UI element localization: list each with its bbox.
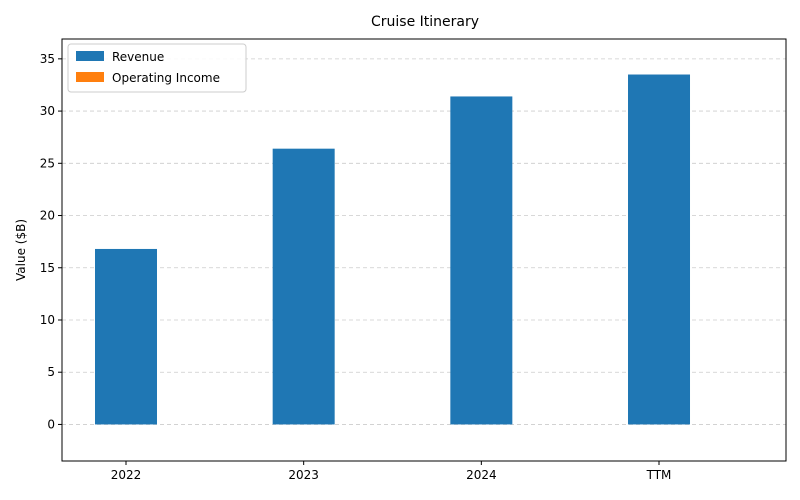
bar-revenue-2024 bbox=[450, 96, 513, 425]
y-tick-label-1: 5 bbox=[47, 365, 55, 379]
x-tick-label-3: TTM bbox=[646, 468, 672, 482]
bar-revenue-2023 bbox=[272, 148, 335, 425]
legend: Revenue Operating Income bbox=[67, 43, 247, 93]
plot-frame bbox=[61, 38, 787, 462]
legend-swatch-0 bbox=[76, 51, 104, 61]
y-tick-label-6: 30 bbox=[40, 104, 55, 118]
legend-label-1: Operating Income bbox=[112, 71, 220, 85]
y-axis-ticks: 0 5 10 15 20 25 30 35 bbox=[40, 52, 62, 431]
y-tick-label-5: 25 bbox=[40, 156, 55, 170]
x-tick-label-2: 2024 bbox=[466, 468, 497, 482]
chart-title: Cruise Itinerary bbox=[371, 14, 479, 30]
bars bbox=[95, 74, 691, 425]
legend-box bbox=[67, 43, 247, 93]
bar-revenue-ttm bbox=[628, 74, 691, 425]
y-tick-label-7: 35 bbox=[40, 52, 55, 66]
x-axis-ticks: 2022 2023 2024 TTM bbox=[111, 461, 672, 482]
y-tick-label-0: 0 bbox=[47, 417, 55, 431]
legend-label-0: Revenue bbox=[112, 50, 164, 64]
legend-swatch-1 bbox=[76, 72, 104, 82]
bar-revenue-2022 bbox=[95, 248, 157, 425]
y-tick-label-3: 15 bbox=[40, 261, 55, 275]
y-axis-label: Value ($B) bbox=[14, 219, 28, 281]
y-tick-label-2: 10 bbox=[40, 313, 55, 327]
x-tick-label-0: 2022 bbox=[111, 468, 142, 482]
x-tick-label-1: 2023 bbox=[288, 468, 319, 482]
y-tick-label-4: 20 bbox=[40, 209, 55, 223]
